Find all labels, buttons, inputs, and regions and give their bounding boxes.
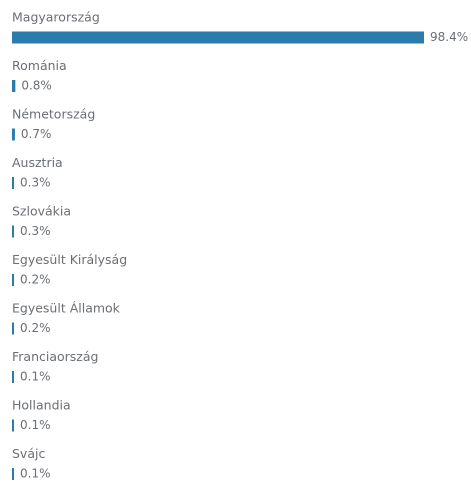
value-label: 98.4%	[430, 30, 468, 44]
category-label: Ausztria	[12, 155, 63, 170]
bar	[12, 31, 424, 44]
category-label: Románia	[12, 58, 67, 73]
value-label: 0.2%	[20, 273, 51, 287]
category-label: Franciaország	[12, 349, 98, 364]
bar	[12, 274, 14, 286]
value-label: 0.3%	[20, 176, 51, 190]
category-label: Svájc	[12, 446, 45, 461]
bar	[12, 128, 15, 141]
bar	[12, 468, 14, 480]
category-label: Hollandia	[12, 398, 71, 413]
bar	[12, 225, 14, 238]
value-label: 0.8%	[21, 79, 52, 93]
category-label: Szlovákia	[12, 204, 71, 219]
bar	[12, 419, 14, 432]
value-label: 0.1%	[20, 418, 51, 432]
value-label: 0.7%	[21, 127, 51, 141]
value-label: 0.1%	[20, 370, 51, 384]
value-label: 0.3%	[20, 224, 51, 238]
bar	[12, 177, 14, 189]
category-label: Egyesült Királyság	[12, 252, 127, 267]
bar	[12, 371, 14, 383]
bar	[12, 80, 16, 92]
bar	[12, 322, 14, 335]
category-label: Magyarország	[12, 10, 100, 25]
category-label: Egyesült Államok	[12, 301, 121, 316]
value-label: 0.2%	[20, 321, 51, 335]
value-label: 0.1%	[20, 467, 51, 481]
category-label: Németország	[12, 107, 95, 122]
